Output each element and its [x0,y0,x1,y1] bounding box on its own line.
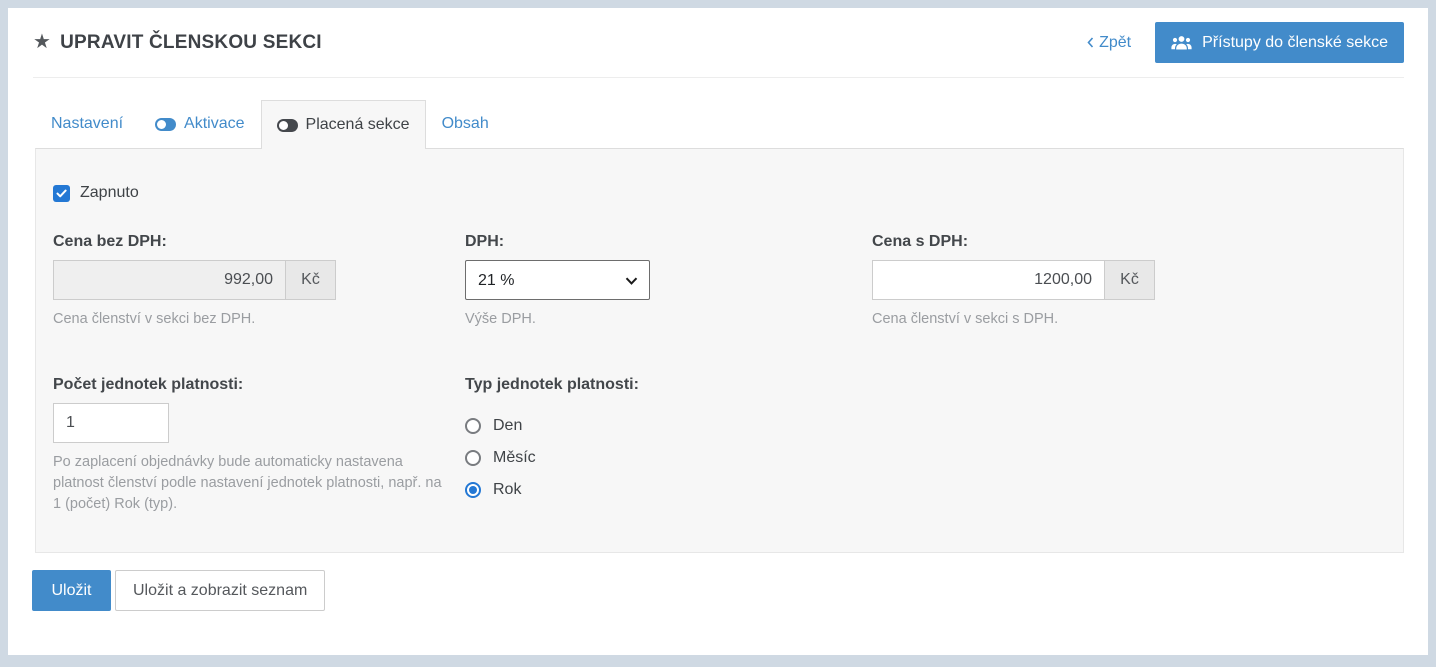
validity-count-help: Po zaplacení objednávky bude automaticky… [53,454,442,513]
member-access-button-label: Přístupy do členské sekce [1202,33,1388,51]
toggle-icon [155,117,177,131]
member-access-button[interactable]: Přístupy do členské sekce [1155,22,1404,63]
radio-option-mesic[interactable]: Měsíc [465,442,536,474]
enabled-checkbox-label[interactable]: Zapnuto [80,184,139,201]
price-without-vat-field: Cena bez DPH: Kč Cena členství v sekci b… [53,233,465,330]
price-with-vat-group: Kč [872,260,1386,300]
vat-label: DPH: [465,233,505,250]
empty-cell [872,376,1386,515]
validity-type-field: Typ jednotek platnosti: Den Měsíc Rok [465,376,872,515]
price-without-vat-help: Cena členství v sekci bez DPH. [53,311,256,327]
users-icon [1171,36,1192,50]
radio-rok-label[interactable]: Rok [493,481,522,499]
tab-obsah-label: Obsah [441,115,489,132]
radio-option-rok[interactable]: Rok [465,474,521,506]
price-without-vat-input[interactable] [53,260,286,300]
check-icon [56,189,67,197]
footer-actions: Uložit Uložit a zobrazit seznam [32,570,1404,611]
edit-member-section-card: ★ UPRAVIT ČLENSKOU SEKCI Zpět Přístupy d… [8,8,1428,655]
vat-select[interactable]: 21 % [465,260,650,300]
tab-aktivace[interactable]: Aktivace [139,100,260,148]
header-actions: Zpět Přístupy do členské sekce [1087,22,1404,63]
price-with-vat-input[interactable] [872,260,1105,300]
tab-placena-sekce-label: Placená sekce [305,116,410,133]
tab-aktivace-label: Aktivace [184,115,245,132]
tab-nastaveni[interactable]: Nastavení [35,100,139,148]
tab-nastaveni-label: Nastavení [51,115,124,132]
enabled-checkbox[interactable] [53,184,70,202]
tab-content-panel: Zapnuto Cena bez DPH: Kč Cena členství v… [35,148,1404,553]
save-button[interactable]: Uložit [32,570,111,611]
price-with-vat-help: Cena členství v sekci s DPH. [872,311,1059,327]
validity-type-options: Den Měsíc Rok [465,410,872,506]
currency-addon: Kč [1105,260,1155,300]
price-without-vat-group: Kč [53,260,465,300]
price-with-vat-field: Cena s DPH: Kč Cena členství v sekci s D… [872,233,1386,330]
page-title: ★ UPRAVIT ČLENSKOU SEKCI [33,32,322,54]
back-chevron-icon [1087,37,1094,48]
tab-placena-sekce[interactable]: Placená sekce [260,100,426,149]
price-with-vat-label: Cena s DPH: [872,233,969,250]
back-link-label: Zpět [1099,33,1132,51]
radio-rok[interactable] [465,482,481,499]
radio-mesic-label[interactable]: Měsíc [493,449,536,467]
back-link[interactable]: Zpět [1087,34,1131,52]
validity-count-input[interactable] [53,403,169,444]
toggle-icon [276,118,298,132]
radio-den-label[interactable]: Den [493,417,523,435]
card-header: ★ UPRAVIT ČLENSKOU SEKCI Zpět Přístupy d… [33,8,1404,78]
star-icon: ★ [33,30,52,53]
vat-field: DPH: 21 % Výše DPH. [465,233,872,330]
radio-option-den[interactable]: Den [465,410,522,442]
enabled-checkbox-row[interactable]: Zapnuto [53,184,139,202]
vat-help: Výše DPH. [465,311,536,327]
tab-obsah[interactable]: Obsah [426,100,505,148]
validity-type-label: Typ jednotek platnosti: [465,376,639,394]
validity-count-label: Počet jednotek platnosti: [53,376,244,394]
radio-den[interactable] [465,418,481,435]
vat-select-wrap: 21 % [465,260,650,300]
tab-bar: Nastavení Aktivace Placená sekce Obsah [35,100,1404,149]
radio-mesic[interactable] [465,450,481,467]
currency-addon: Kč [286,260,336,300]
page-title-text: UPRAVIT ČLENSKOU SEKCI [60,31,322,53]
save-and-list-button[interactable]: Uložit a zobrazit seznam [115,570,326,611]
validity-count-field: Počet jednotek platnosti: Po zaplacení o… [53,376,465,515]
form-grid: Cena bez DPH: Kč Cena členství v sekci b… [53,233,1386,515]
price-without-vat-label: Cena bez DPH: [53,233,167,250]
